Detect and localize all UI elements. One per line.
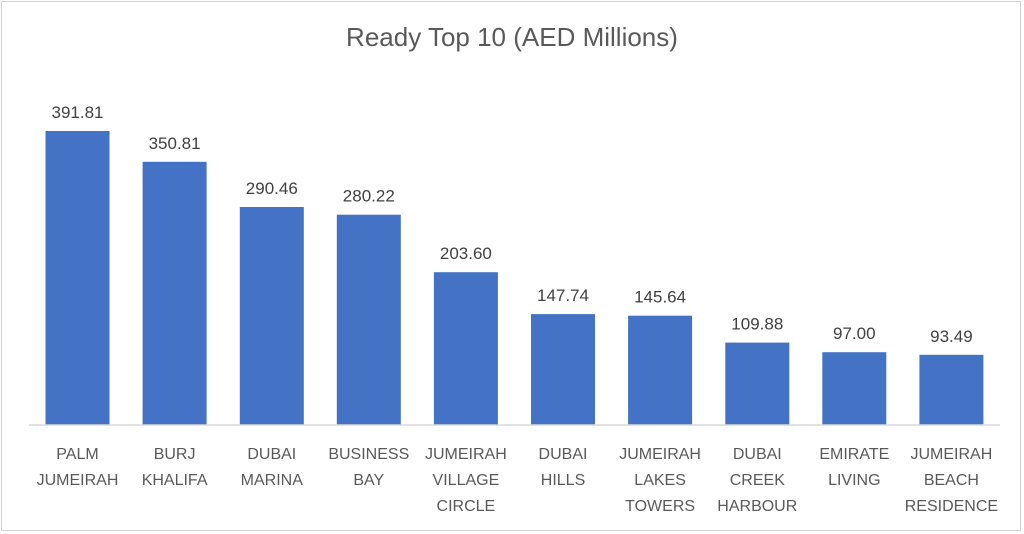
bar [822, 352, 887, 425]
category-label: LAKES [634, 472, 686, 489]
bar [45, 131, 110, 425]
category-label: EMIRATE [819, 446, 889, 463]
bar [531, 314, 595, 425]
value-label-group: 391.81 350.81 290.46 280.22 203.60 147.74 145.… [52, 103, 973, 346]
category-label: DUBAI [247, 446, 296, 463]
bar-value-label: 147.74 [537, 286, 589, 305]
bar-value-label: 145.64 [634, 288, 686, 307]
category-label: BURJ [154, 446, 196, 463]
chart-title: Ready Top 10 (AED Millions) [346, 22, 678, 52]
bar-value-label: 350.81 [149, 134, 201, 153]
bar [725, 342, 790, 425]
category-label: KHALIFA [142, 472, 208, 489]
category-label: HILLS [541, 472, 585, 489]
category-label: DUBAI [733, 446, 782, 463]
category-label: PALM [56, 446, 98, 463]
category-label: LIVING [828, 472, 880, 489]
bar-value-label: 391.81 [52, 103, 104, 122]
category-label: BUSINESS [328, 446, 409, 463]
category-label: JUMEIRAH [619, 446, 701, 463]
bar-value-label: 280.22 [343, 187, 395, 206]
bar [239, 207, 304, 425]
category-label: CREEK [730, 472, 785, 489]
bar-value-label: 109.88 [731, 315, 783, 334]
category-label: DUBAI [539, 446, 588, 463]
bar-value-label: 203.60 [440, 244, 492, 263]
category-label: HARBOUR [717, 498, 797, 515]
bar-value-label: 290.46 [246, 179, 298, 198]
bar [336, 214, 401, 425]
bar-value-label: 97.00 [833, 324, 876, 343]
category-label: RESIDENCE [905, 498, 998, 515]
category-label: VILLAGE [433, 472, 500, 489]
bar [433, 272, 498, 425]
bar [628, 315, 693, 425]
bar-group [45, 131, 984, 426]
category-label: CIRCLE [437, 498, 496, 515]
category-label: JUMEIRAH [425, 446, 507, 463]
category-label: JUMEIRAH [911, 446, 993, 463]
category-label: JUMEIRAH [37, 472, 119, 489]
category-label: BAY [353, 472, 384, 489]
bar [142, 161, 207, 426]
bar [919, 354, 984, 425]
category-label: MARINA [241, 472, 304, 489]
bar-value-label: 93.49 [930, 327, 973, 346]
category-label-group: PALM JUMEIRAH BURJ KHALIFA DUBAI MARINA BUSINE… [37, 446, 998, 515]
category-label: TOWERS [625, 498, 695, 515]
category-label: BEACH [924, 472, 979, 489]
